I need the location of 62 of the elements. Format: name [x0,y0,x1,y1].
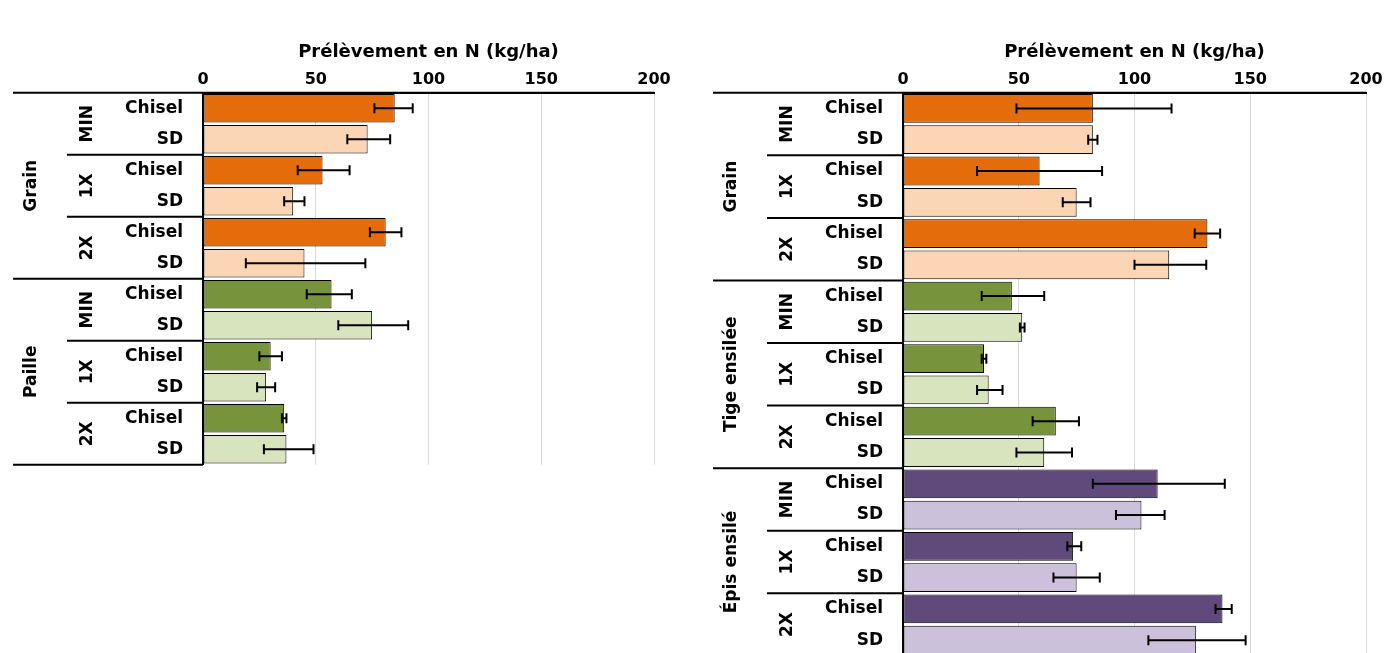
y-tick-label: SD [156,375,183,396]
text: 1X [76,173,97,199]
y-tick-label: SD [156,189,183,210]
text: 1X [776,549,797,575]
y-tick-label: Chisel [125,158,183,179]
x-tick-label: 200 [1349,69,1383,89]
text: 2X [76,421,97,447]
text: 2X [776,612,797,637]
text: MIN [776,105,797,143]
text: 2X [76,235,97,261]
text: MIN [76,105,97,143]
x-axis-title: Prélèvement en N (kg/ha) [298,40,559,62]
y-tick-label: Chisel [125,406,183,427]
y-tick-label: Chisel [825,159,883,180]
y-tick-label: SD [856,190,883,211]
y-tick-label: SD [856,315,883,336]
x-axis-title: Prélèvement en N (kg/ha) [1004,40,1265,62]
x-tick-label: 50 [1007,69,1030,89]
y-tick-label: Chisel [125,344,183,365]
text: 1X [76,359,97,385]
y-tick-label: SD [856,566,883,587]
x-tick-label: 0 [897,69,909,89]
y-tick-label: SD [856,253,883,274]
y-tick-label: Chisel [125,282,183,303]
text: MIN [76,291,97,329]
y-tick-label: SD [156,127,183,148]
x-tick-label: 50 [304,69,327,89]
y-tick-label: Chisel [825,597,883,618]
x-tick-label: 0 [197,69,209,89]
text: MIN [776,480,797,519]
y-tick-label: SD [156,251,183,272]
x-tick-label: 150 [524,69,558,89]
y-tick-label: Chisel [825,472,883,493]
y-tick-label: Chisel [825,409,883,430]
text: Grain [20,159,41,212]
x-tick-label: 150 [1233,69,1267,89]
y-tick-label: SD [856,440,883,461]
text: 2X [776,424,797,450]
y-tick-label: SD [856,628,883,649]
y-tick-label: SD [156,313,183,334]
x-tick-label: 100 [1117,69,1152,89]
text: 1X [776,174,797,200]
text: Grain [720,160,741,213]
y-tick-label: SD [156,437,183,458]
y-tick-label: Chisel [825,534,883,555]
x-tick-label: 200 [637,69,671,89]
y-tick-label: Chisel [125,96,183,117]
y-tick-label: Chisel [825,284,883,305]
y-tick-label: SD [856,503,883,524]
y-tick-label: Chisel [825,96,883,117]
y-tick-label: SD [856,128,883,149]
y-tick-label: Chisel [825,221,883,242]
y-tick-label: Chisel [825,347,883,368]
y-tick-label: SD [856,378,883,399]
text: MIN [776,293,797,331]
y-tick-label: Chisel [125,220,183,241]
x-tick-label: 100 [411,69,446,89]
text: Paille [20,345,41,399]
text: 2X [776,236,797,262]
text: Épis ensilé [719,510,741,614]
text: Tige ensilée [720,316,741,433]
text: 1X [776,361,797,387]
